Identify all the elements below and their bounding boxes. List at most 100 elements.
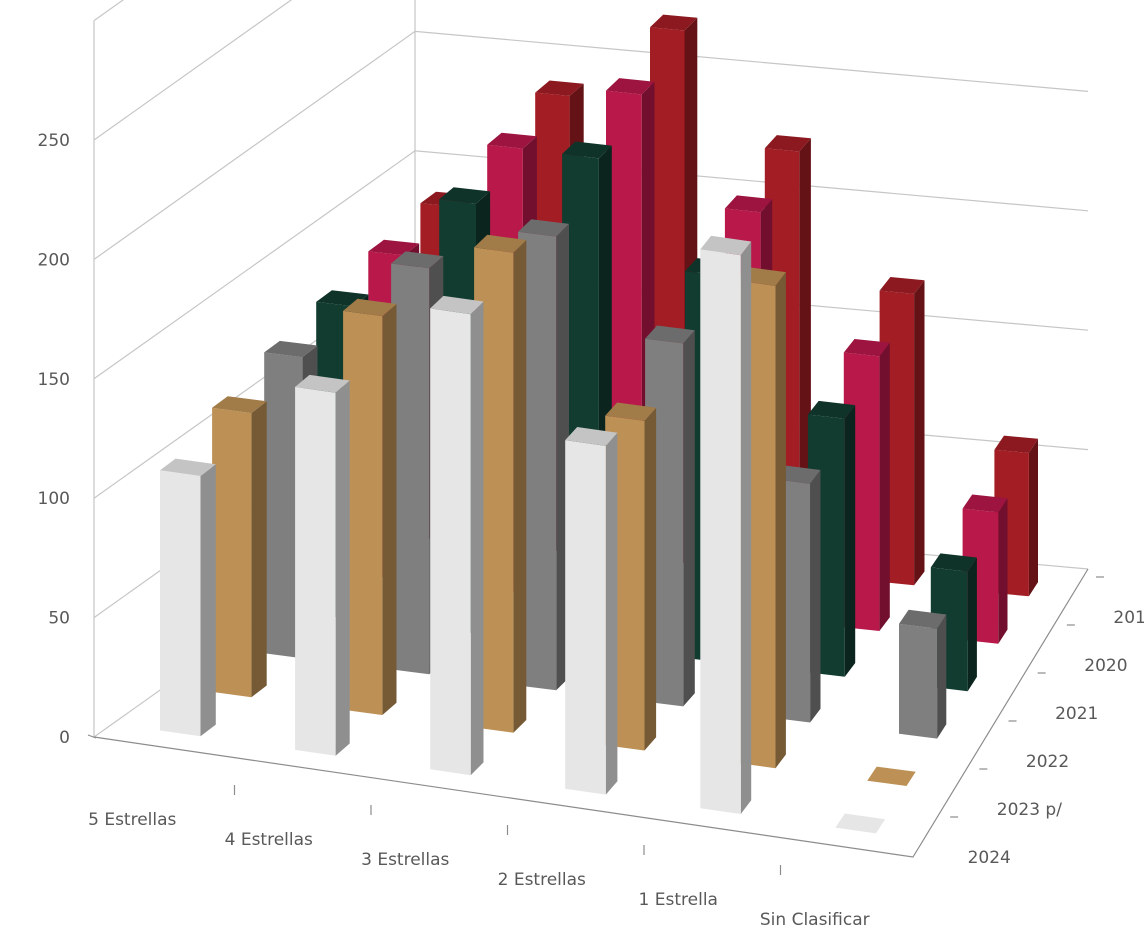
bar-2024-0 <box>160 458 216 737</box>
bar-top <box>474 234 527 253</box>
bar-2024-4 <box>700 235 752 814</box>
bar-top <box>724 195 773 213</box>
bar-side <box>775 272 786 769</box>
bar-side <box>605 432 618 795</box>
bar-top <box>843 339 890 357</box>
bar-top <box>430 295 484 315</box>
x-tick-label: Sin Clasificar <box>760 910 870 930</box>
tick-labels: 0 50 100 150 200 250 5 Estrellas 4 Estrellas 3 E… <box>38 131 1144 930</box>
y-tick-label: 150 <box>38 370 70 390</box>
bar-front <box>295 386 336 756</box>
bar-top <box>264 340 318 358</box>
bar-top <box>562 141 612 159</box>
bar-2023p-1 <box>343 298 397 715</box>
x-tick-label: 1 Estrella <box>639 890 718 910</box>
bar-top <box>930 553 977 572</box>
bar-front <box>430 308 471 776</box>
bar-2023p-5 <box>867 766 916 786</box>
bar-side <box>683 330 695 707</box>
bar-front <box>160 470 201 737</box>
bar-2022-5 <box>899 609 947 739</box>
floor-front-axis <box>93 568 1089 858</box>
bar-2023p-0 <box>212 396 267 698</box>
bar-2023p-2 <box>474 234 527 733</box>
bar-side <box>844 405 856 677</box>
x-tick-label: 3 Estrellas <box>361 850 449 870</box>
series-label: 2021 <box>1055 704 1098 724</box>
bar-top <box>606 78 655 95</box>
bar-side <box>382 304 397 715</box>
bar-front <box>391 263 430 675</box>
bar-side <box>251 401 267 698</box>
y-tick-label: 250 <box>38 131 70 151</box>
x-tick-label: 2 Estrellas <box>498 870 586 890</box>
bar-side <box>470 301 484 776</box>
y-tick-label: 50 <box>48 609 70 629</box>
bar-2024-3 <box>565 427 618 795</box>
bar-top <box>962 494 1008 513</box>
bar-top <box>391 251 444 269</box>
bar-front <box>343 310 383 715</box>
bar-top <box>295 374 350 393</box>
x-tick-label: 4 Estrellas <box>225 830 313 850</box>
gridline-250 <box>93 0 293 141</box>
series-label: 2022 <box>1026 752 1069 772</box>
bar-side <box>1028 438 1038 597</box>
bar-top <box>764 135 811 152</box>
bar-side <box>914 280 925 586</box>
bar-front <box>264 352 303 659</box>
series-label: 2023 p/ <box>997 800 1062 820</box>
series-label: 2019 <box>1113 608 1144 628</box>
bar-top <box>439 187 491 204</box>
bar-top <box>535 80 584 96</box>
bar-front <box>212 407 252 698</box>
bar-side <box>513 240 527 733</box>
bars <box>160 14 1038 834</box>
series-label: 2024 <box>968 848 1011 868</box>
bar-front <box>565 440 606 795</box>
bar-side <box>879 342 890 631</box>
bar-top <box>160 458 216 476</box>
bar-front <box>700 249 741 814</box>
bar-2024-1 <box>295 374 350 756</box>
gridline-top <box>93 0 125 22</box>
series-label: 2020 <box>1084 656 1127 676</box>
bar-2024-5 <box>835 813 886 834</box>
y-tick <box>87 734 97 739</box>
y-tick-label: 200 <box>38 250 70 270</box>
bar-side <box>644 407 657 751</box>
bar-top <box>212 396 267 414</box>
bar-top <box>368 239 420 256</box>
bar-side <box>937 614 947 739</box>
bar-front <box>899 623 938 739</box>
bar-top <box>807 400 856 419</box>
bar-top <box>994 435 1038 453</box>
bar-top <box>487 132 537 149</box>
bar-front <box>474 247 514 733</box>
bar-top <box>565 427 618 446</box>
y-tick-label: 100 <box>38 489 70 509</box>
bar-side <box>810 470 821 723</box>
bar-top <box>518 219 569 237</box>
bar-top <box>700 235 752 256</box>
bar-face <box>835 813 886 834</box>
x-tick-label: 5 Estrellas <box>88 810 176 830</box>
bar-side <box>200 464 216 737</box>
bar-top <box>879 277 925 294</box>
bar-top <box>899 609 947 629</box>
bar-side <box>998 498 1008 644</box>
bar-top <box>645 325 695 344</box>
axes <box>87 568 1104 875</box>
bar-side <box>740 241 752 814</box>
bar-face <box>867 766 916 786</box>
bar-top <box>650 14 698 31</box>
bar-front <box>518 231 557 691</box>
y-tick-label: 0 <box>59 728 70 748</box>
bar-side <box>967 557 977 692</box>
bar-top <box>343 298 397 317</box>
bar-top <box>605 402 657 421</box>
bar-side <box>335 380 350 756</box>
bar-2024-2 <box>430 295 484 776</box>
